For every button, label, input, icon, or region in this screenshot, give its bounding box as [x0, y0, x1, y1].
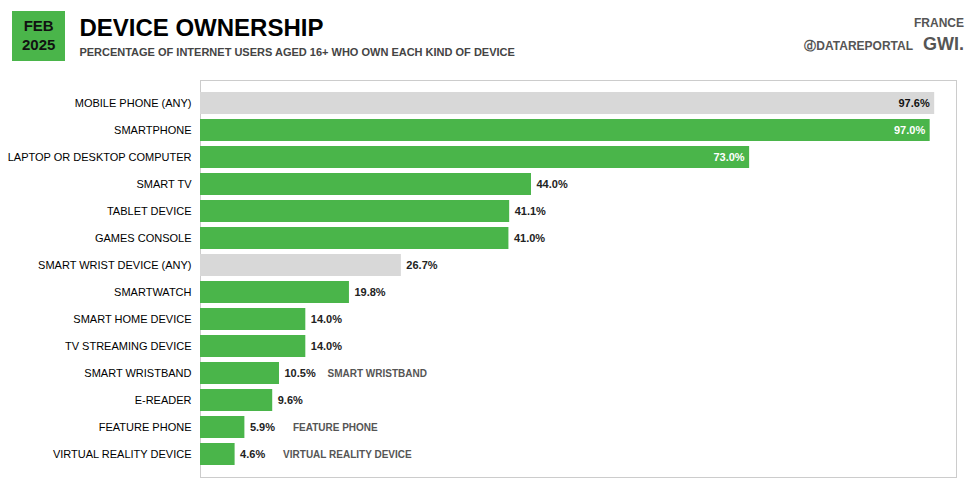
svg-text:41.0%: 41.0% — [514, 232, 545, 244]
svg-text:TABLET DEVICE: TABLET DEVICE — [107, 205, 192, 217]
svg-text:TV STREAMING DEVICE: TV STREAMING DEVICE — [65, 340, 192, 352]
html-text:DEVICE OWNERSHIP: DEVICE OWNERSHIP — [79, 14, 324, 41]
html-text:2025: 2025 — [22, 36, 56, 53]
svg-text:SMART TV: SMART TV — [136, 178, 192, 190]
svg-text:FEATURE PHONE: FEATURE PHONE — [99, 421, 192, 433]
svg-text:14.0%: 14.0% — [311, 340, 342, 352]
svg-text:SMART WRISTBAND: SMART WRISTBAND — [84, 367, 191, 379]
svg-text:SMART WRIST DEVICE (ANY): SMART WRIST DEVICE (ANY) — [38, 259, 191, 271]
html-text:PERCENTAGE OF INTERNET USERS A: PERCENTAGE OF INTERNET USERS AGED 16+ WH… — [79, 46, 515, 58]
html-text:FEB: FEB — [23, 17, 54, 35]
svg-text:SMART WRISTBAND: SMART WRISTBAND — [327, 368, 426, 379]
svg-text:LAPTOP OR DESKTOP COMPUTER: LAPTOP OR DESKTOP COMPUTER — [8, 151, 192, 163]
svg-text:26.7%: 26.7% — [406, 259, 437, 271]
svg-text:SMARTPHONE: SMARTPHONE — [114, 124, 191, 136]
svg-text:GAMES CONSOLE: GAMES CONSOLE — [95, 232, 192, 244]
svg-text:97.6%: 97.6% — [898, 97, 929, 109]
svg-text:MOBILE PHONE (ANY): MOBILE PHONE (ANY) — [75, 97, 192, 109]
svg-text:19.8%: 19.8% — [354, 286, 385, 298]
svg-text:14.0%: 14.0% — [311, 313, 342, 325]
svg-text:VIRTUAL REALITY DEVICE: VIRTUAL REALITY DEVICE — [283, 449, 412, 460]
html-text:FRANCE: FRANCE — [914, 16, 964, 30]
svg-text:73.0%: 73.0% — [713, 151, 744, 163]
svg-text:FEATURE PHONE: FEATURE PHONE — [293, 422, 378, 433]
svg-text:E-READER: E-READER — [135, 394, 192, 406]
html-text:GWI.: GWI. — [923, 33, 964, 54]
svg-text:SMARTWATCH: SMARTWATCH — [114, 286, 191, 298]
svg-text:41.1%: 41.1% — [515, 205, 546, 217]
svg-text:10.5%: 10.5% — [284, 367, 315, 379]
svg-text:9.6%: 9.6% — [278, 394, 303, 406]
html-text:ⓓDATAREPORTAL: ⓓDATAREPORTAL — [804, 38, 913, 53]
svg-text:SMART HOME DEVICE: SMART HOME DEVICE — [73, 313, 191, 325]
svg-text:4.6%: 4.6% — [240, 448, 265, 460]
svg-text:97.0%: 97.0% — [894, 124, 925, 136]
svg-text:44.0%: 44.0% — [536, 178, 567, 190]
svg-text:VIRTUAL REALITY DEVICE: VIRTUAL REALITY DEVICE — [53, 448, 192, 460]
svg-text:5.9%: 5.9% — [250, 421, 275, 433]
